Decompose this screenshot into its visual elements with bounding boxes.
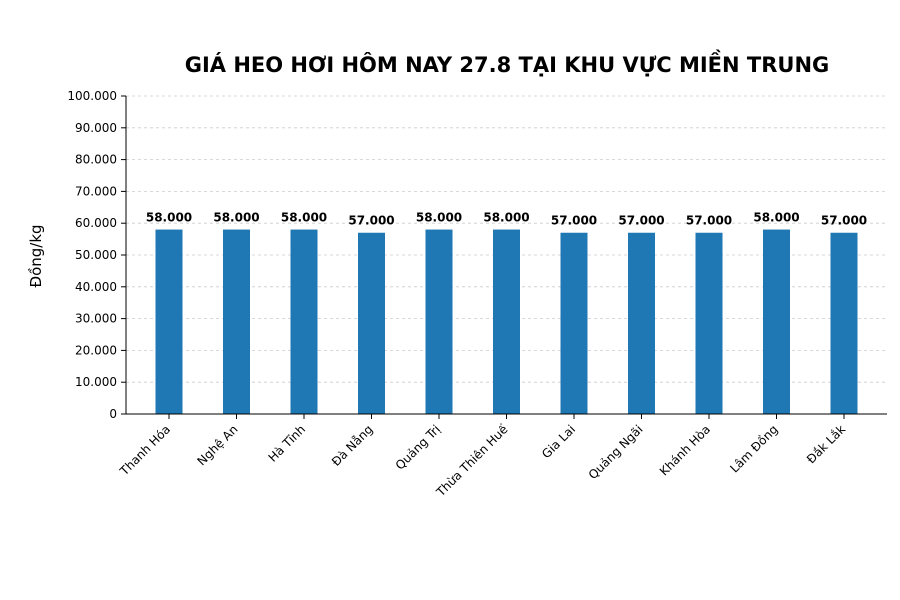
x-tick-label: Thừa Thiên Huế xyxy=(433,422,511,500)
x-tick-label: Nghệ An xyxy=(195,422,241,468)
x-tick-label: Đắk Lắk xyxy=(804,422,848,466)
bar xyxy=(830,232,858,414)
y-tick-label: 30.000 xyxy=(75,312,117,326)
data-label: 57.000 xyxy=(551,214,597,228)
bar xyxy=(358,232,385,414)
x-tick-label: Hà Tĩnh xyxy=(266,422,308,464)
y-tick-label: 70.000 xyxy=(75,184,117,198)
chart-title: GIÁ HEO HƠI HÔM NAY 27.8 TẠI KHU VỰC MIỀ… xyxy=(185,49,830,77)
data-label: 58.000 xyxy=(753,211,799,225)
data-label: 58.000 xyxy=(146,211,192,225)
x-tick-label: Quảng Ngãi xyxy=(586,422,646,482)
bar xyxy=(763,229,790,414)
y-tick-label: 80.000 xyxy=(75,153,117,167)
data-label: 58.000 xyxy=(483,211,529,225)
x-tick-label: Quảng Trị xyxy=(393,422,443,472)
bar xyxy=(155,229,183,414)
bar xyxy=(223,229,250,414)
y-axis-label: Đồng/kg xyxy=(27,224,45,287)
y-axis-ticks: 0 10.000 20.000 30.000 40.000 50.000 60.000 70.… xyxy=(67,89,126,421)
data-labels: 58.000 58.000 58.000 57.000 58.000 58.000 57.0… xyxy=(146,211,867,228)
data-label: 57.000 xyxy=(618,214,664,228)
data-label: 57.000 xyxy=(821,214,867,228)
y-tick-label: 10.000 xyxy=(75,375,117,389)
y-tick-label: 40.000 xyxy=(75,280,117,294)
y-tick-label: 90.000 xyxy=(75,121,117,135)
bar xyxy=(290,229,318,414)
x-tick-label: Thanh Hóa xyxy=(117,422,174,479)
bar xyxy=(628,232,655,414)
bar xyxy=(695,232,723,414)
y-tick-label: 20.000 xyxy=(75,343,117,357)
y-tick-label: 50.000 xyxy=(75,248,117,262)
x-tick-label: Lâm Đồng xyxy=(727,422,780,475)
x-tick-label: Khánh Hòa xyxy=(657,422,713,478)
x-axis-ticks: Thanh Hóa Nghệ An Hà Tĩnh Đà Nẵng Quảng TrịT… xyxy=(117,414,848,500)
data-label: 57.000 xyxy=(348,214,394,228)
bar xyxy=(560,232,588,414)
data-label: 57.000 xyxy=(686,214,732,228)
y-tick-label: 0 xyxy=(109,407,117,421)
x-tick-label: Gia Lai xyxy=(539,422,578,461)
bars xyxy=(155,229,858,414)
y-tick-label: 60.000 xyxy=(75,216,117,230)
bar xyxy=(425,229,453,414)
bar xyxy=(493,229,520,414)
y-tick-label: 100.000 xyxy=(67,89,117,103)
data-label: 58.000 xyxy=(213,211,259,225)
data-label: 58.000 xyxy=(416,211,462,225)
data-label: 58.000 xyxy=(281,211,327,225)
x-tick-label: Đà Nẵng xyxy=(329,422,376,469)
